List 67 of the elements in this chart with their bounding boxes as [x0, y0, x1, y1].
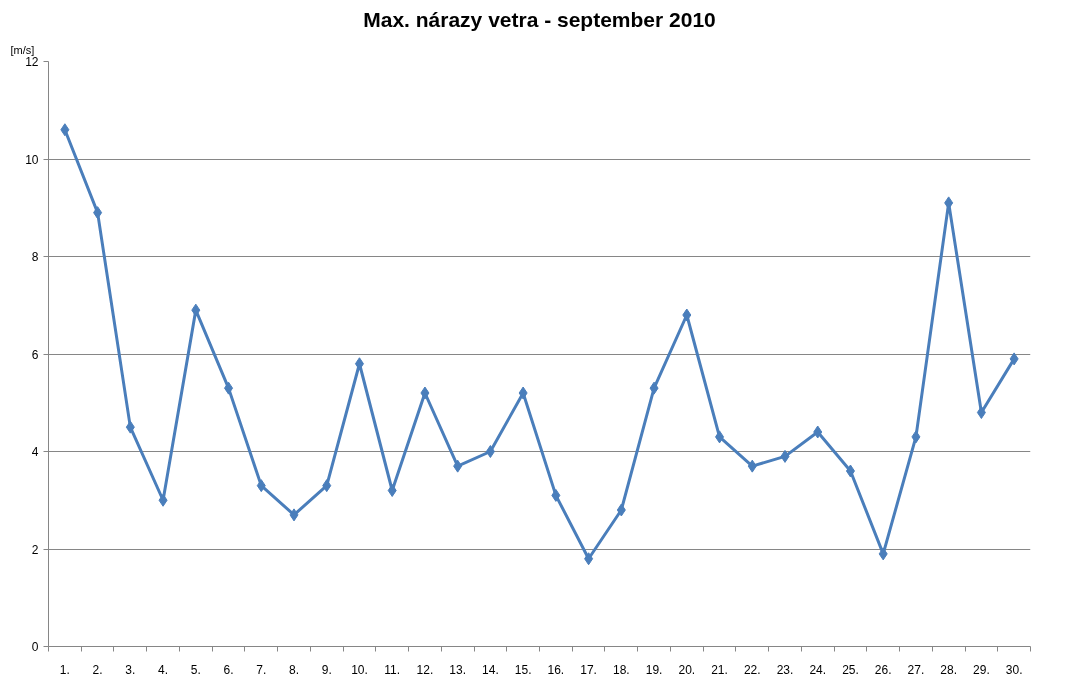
- x-tick-label: 1.: [59, 662, 70, 676]
- x-tick-label: 19.: [645, 662, 663, 676]
- x-tick-label: 30.: [1005, 662, 1023, 676]
- x-tick-label: 17.: [580, 662, 597, 676]
- point: [93, 206, 103, 220]
- y-axis-title: [m/s]: [10, 43, 35, 56]
- x-tick-label: 20.: [678, 662, 696, 676]
- y-tick-label: 6: [31, 347, 39, 362]
- x-tick-label: 27.: [907, 662, 925, 676]
- point: [518, 386, 528, 400]
- x-tick-label: 25.: [842, 662, 859, 676]
- point: [584, 552, 594, 566]
- point: [224, 381, 234, 395]
- x-tick-label: 14.: [482, 662, 499, 676]
- point: [813, 425, 823, 439]
- chart-title: Max. nárazy vetra - september 2010: [363, 7, 716, 31]
- y-tick-label: 2: [31, 542, 39, 557]
- y-tick-label: 0: [31, 640, 39, 654]
- point: [322, 479, 332, 493]
- point: [125, 420, 135, 434]
- point: [976, 406, 986, 419]
- x-tick-label: 23.: [776, 662, 794, 676]
- point: [387, 484, 397, 497]
- point: [191, 303, 201, 317]
- point: [551, 488, 561, 502]
- x-tick-label: 12.: [416, 662, 434, 676]
- point: [60, 123, 70, 137]
- point: [256, 479, 266, 493]
- point: [485, 445, 495, 458]
- x-tick-label: 3.: [125, 662, 136, 676]
- x-tick-label: 6.: [223, 662, 234, 676]
- x-tick-label: 18.: [612, 662, 630, 676]
- point: [616, 503, 626, 517]
- x-tick-label: 26.: [874, 662, 892, 676]
- x-tick-label: 5.: [190, 662, 201, 676]
- point: [158, 493, 168, 507]
- x-tick-label: 16.: [547, 662, 565, 676]
- point: [453, 459, 463, 473]
- x-tick-label: 11.: [384, 662, 401, 676]
- point: [289, 508, 299, 522]
- point: [747, 459, 757, 473]
- x-tick-label: 4.: [158, 662, 169, 676]
- x-tick-label: 28.: [940, 662, 958, 676]
- y-tick-label: 4: [31, 445, 39, 459]
- x-tick-label: 24.: [809, 662, 827, 676]
- x-tick-label: 13.: [449, 662, 467, 676]
- point: [1009, 352, 1019, 366]
- point: [715, 430, 725, 444]
- x-tick-label: 10.: [351, 662, 368, 676]
- y-tick-label: 10: [25, 152, 39, 167]
- x-tick-label: 29.: [973, 662, 990, 676]
- x-tick-label: 9.: [321, 662, 332, 676]
- point: [649, 381, 659, 395]
- x-tick-label: 8.: [289, 662, 300, 676]
- x-tick-label: 15.: [514, 662, 532, 676]
- point: [420, 386, 430, 400]
- y-tick-label: 12: [25, 55, 39, 69]
- y-tick-label: 8: [31, 250, 39, 264]
- x-tick-label: 22.: [743, 662, 761, 676]
- point: [878, 547, 888, 561]
- x-tick-label: 7.: [256, 662, 267, 676]
- x-tick-label: 21.: [711, 662, 728, 676]
- point: [845, 464, 855, 478]
- point: [780, 449, 790, 463]
- x-tick-label: 2.: [92, 662, 103, 676]
- point: [682, 308, 692, 322]
- point: [911, 430, 921, 444]
